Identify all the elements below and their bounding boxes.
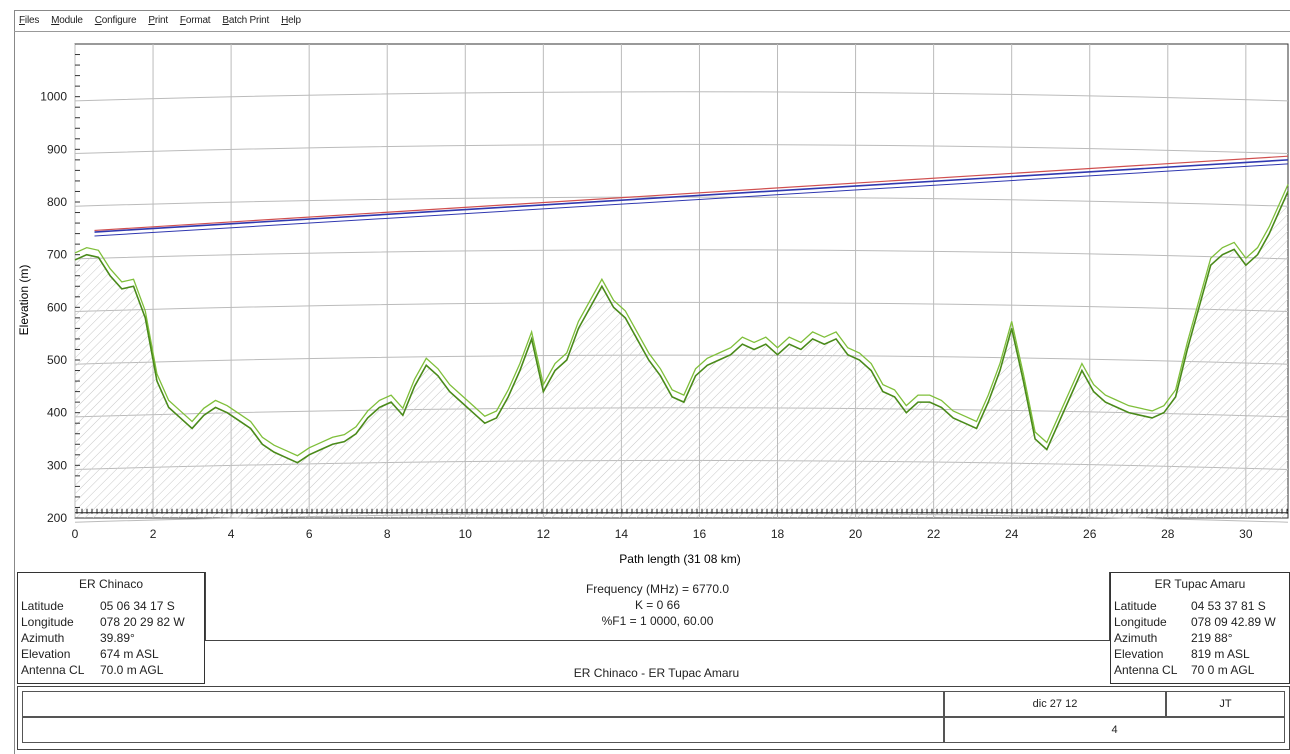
footer-initials: JT — [1166, 691, 1285, 717]
left-elev-label: Elevation — [21, 647, 71, 661]
k-factor-text: K = 0 66 — [634, 598, 681, 612]
grid-line-y — [74, 249, 1289, 260]
y-axis-label: Elevation (m) — [17, 265, 31, 336]
x-tick-label: 14 — [615, 527, 629, 541]
y-tick-label: 600 — [47, 300, 67, 314]
right-elev-value: 819 m ASL — [1191, 647, 1250, 661]
y-tick-label: 700 — [47, 248, 67, 262]
menu-bar: Files Module Configure Print Format Batc… — [18, 13, 302, 33]
y-tick-label: 500 — [47, 353, 67, 367]
grid-line-y — [74, 354, 1289, 365]
footer-cell-blank-top — [22, 691, 944, 717]
y-tick-label: 300 — [47, 458, 67, 472]
menu-batch-print[interactable]: Batch Print — [222, 15, 270, 26]
x-tick-label: 24 — [1005, 527, 1019, 541]
left-ant-label: Antenna CL — [21, 663, 85, 677]
grid-line-y — [74, 301, 1289, 313]
right-elev-label: Elevation — [1114, 647, 1164, 661]
left-lon-label: Longitude — [21, 615, 74, 629]
right-az-label: Azimuth — [1114, 631, 1158, 645]
path-profile-chart: 0 2 4 6 8 10 12 14 16 18 20 22 24 26 28 30 200300400500… — [17, 43, 1289, 566]
y-tick-label: 900 — [47, 142, 67, 156]
menu-divider — [14, 31, 1290, 32]
x-tick-label: 12 — [537, 527, 551, 541]
x-tick-label: 8 — [384, 527, 391, 541]
left-lat-label: Latitude — [21, 599, 64, 613]
menu-configure[interactable]: Configure — [94, 15, 137, 26]
right-site-name: ER Tupac Amaru — [1154, 577, 1246, 591]
menu-module[interactable]: Module — [51, 15, 83, 26]
grid-line-y — [74, 91, 1289, 102]
footer-cell-blank-bottom — [22, 717, 944, 743]
left-elev-value: 674 m ASL — [100, 647, 159, 661]
right-site-panel: ER Tupac Amaru Latitude 04 53 37 81 S Lo… — [1110, 572, 1290, 684]
menu-print[interactable]: Print — [148, 15, 168, 26]
menu-help[interactable]: Help — [281, 15, 301, 26]
right-lat-label: Latitude — [1114, 599, 1157, 613]
right-lon-label: Longitude — [1114, 615, 1167, 629]
menu-format[interactable]: Format — [179, 15, 211, 26]
right-lat-value: 04 53 37 81 S — [1191, 599, 1266, 613]
terrain-fill — [75, 191, 1288, 518]
y-tick-label: 800 — [47, 195, 67, 209]
right-ant-value: 70 0 m AGL — [1191, 663, 1255, 677]
terrain-clutter-line — [74, 184, 1289, 457]
y-tick-label: 200 — [47, 511, 67, 525]
x-tick-label: 26 — [1083, 527, 1097, 541]
terrain-line — [74, 191, 1289, 464]
left-az-value: 39.89° — [100, 631, 135, 645]
fresnel-text: %F1 = 1 0000, 60.00 — [601, 614, 714, 628]
right-lon-value: 078 09 42.89 W — [1191, 615, 1276, 629]
x-tick-label: 0 — [72, 527, 79, 541]
fresnel-line — [94, 155, 1289, 232]
x-tick-label: 16 — [693, 527, 707, 541]
frequency-box: Frequency (MHz) = 6770.0 K = 0 66 %F1 = … — [205, 572, 1110, 641]
grid-line-y — [74, 143, 1289, 155]
footer-table: dic 27 12 JT 4 — [17, 686, 1290, 750]
x-tick-label: 22 — [927, 527, 941, 541]
x-tick-label: 30 — [1239, 527, 1253, 541]
x-tick-label: 28 — [1161, 527, 1175, 541]
y-tick-label: 1000 — [40, 90, 67, 104]
link-name: ER Chinaco - ER Tupac Amaru — [573, 666, 740, 680]
footer-page: 4 — [944, 717, 1285, 743]
menu-files[interactable]: Files — [19, 15, 40, 26]
x-tick-label: 4 — [228, 527, 235, 541]
x-tick-label: 20 — [849, 527, 863, 541]
left-site-panel: ER Chinaco Latitude 05 06 34 17 S Longit… — [17, 572, 205, 684]
frequency-text: Frequency (MHz) = 6770.0 — [585, 582, 730, 596]
x-tick-label: 18 — [771, 527, 785, 541]
left-az-label: Azimuth — [21, 631, 65, 645]
y-tick-label: 400 — [47, 406, 67, 420]
left-lat-value: 05 06 34 17 S — [100, 599, 175, 613]
left-ant-value: 70.0 m AGL — [100, 663, 164, 677]
left-site-name: ER Chinaco — [78, 577, 144, 591]
right-ant-label: Antenna CL — [1114, 663, 1178, 677]
right-az-value: 219 88° — [1191, 631, 1233, 645]
line-of-sight — [94, 159, 1289, 233]
x-axis-label: Path length (31 08 km) — [619, 552, 740, 566]
x-tick-label: 2 — [150, 527, 157, 541]
x-tick-label: 10 — [459, 527, 473, 541]
left-lon-value: 078 20 29 82 W — [100, 615, 185, 629]
footer-date: dic 27 12 — [944, 691, 1166, 717]
line-of-sight-lower — [94, 163, 1289, 237]
x-tick-label: 6 — [306, 527, 313, 541]
